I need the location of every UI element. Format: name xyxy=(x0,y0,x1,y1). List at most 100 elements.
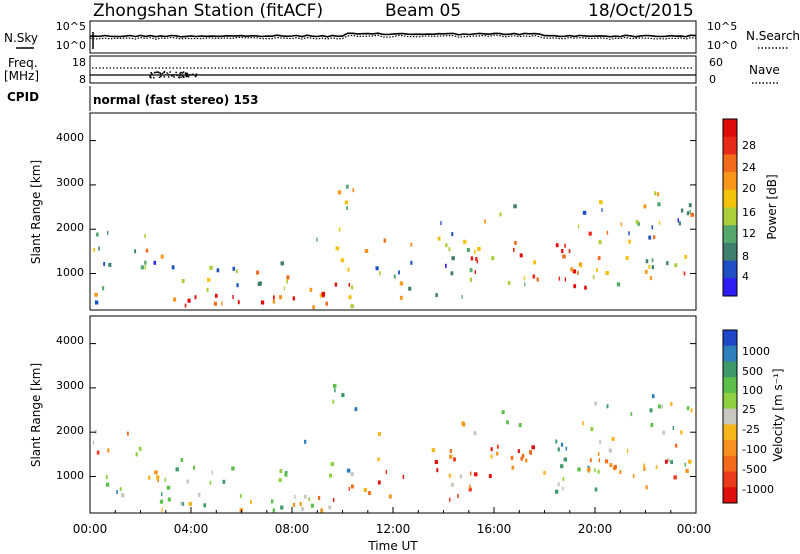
velocity-cell xyxy=(506,420,509,425)
power-cell xyxy=(437,236,441,241)
velocity-cell xyxy=(284,472,288,477)
power-cell xyxy=(605,271,609,275)
power-cell xyxy=(236,283,239,288)
power-cell xyxy=(686,211,689,216)
vel-cbar-tick-1000: 1000 xyxy=(742,345,770,358)
nsky-left-label: N.Sky xyxy=(4,31,38,45)
power-cell xyxy=(144,265,146,270)
nave-dip-point xyxy=(182,71,185,73)
vel-cbar-tick-neg100: -100 xyxy=(742,443,767,456)
power-cell xyxy=(448,247,451,252)
power-cell xyxy=(684,255,687,259)
nave-dip-point xyxy=(157,71,160,74)
velocity-cell xyxy=(673,475,677,480)
nave-dip-point xyxy=(186,73,188,75)
colorbar-segment xyxy=(723,471,737,488)
velocity-cell xyxy=(164,477,166,482)
power-cell xyxy=(616,282,621,287)
power-cell xyxy=(410,260,413,265)
velocity-cell xyxy=(96,450,100,455)
power-cell xyxy=(337,190,342,195)
freq-left-label-line2: [MHz] xyxy=(4,69,39,83)
power-cell xyxy=(536,277,539,282)
xtick-label-0800: 08:00 xyxy=(275,522,310,536)
power-cell xyxy=(153,260,156,265)
velocity-cell xyxy=(377,457,380,462)
velocity-cell xyxy=(555,489,559,494)
power-cell xyxy=(344,200,349,205)
power-cell xyxy=(171,265,174,270)
power-cell xyxy=(643,204,647,209)
nsky-panel: N.Sky 10^5 10^0 10^5 10^0 N.Search xyxy=(4,20,800,54)
power-cell xyxy=(451,232,454,237)
nave-dip-point xyxy=(195,74,197,77)
power-cell xyxy=(678,221,681,226)
nave-dip-point xyxy=(158,76,161,78)
velocity-cell xyxy=(292,502,296,507)
power-cell xyxy=(280,261,284,266)
velocity-cell xyxy=(520,456,523,461)
colorbar-segment xyxy=(723,345,737,362)
nsearch-dotted-trace xyxy=(89,34,697,40)
power-cell xyxy=(256,270,259,275)
velocity-cell xyxy=(473,431,477,436)
velocity-cell xyxy=(320,508,323,513)
velocity-cell xyxy=(350,472,354,477)
power-ytick-label-4000: 4000 xyxy=(56,131,84,144)
velocity-cell xyxy=(341,393,345,398)
nave-dip-point xyxy=(175,71,177,74)
vel-cbar-tick-25: 25 xyxy=(742,403,756,416)
velocity-cell xyxy=(156,475,160,480)
velocity-cell xyxy=(126,431,129,436)
colorbar-segment xyxy=(723,278,737,297)
power-cell xyxy=(334,282,338,287)
nave-dip-point xyxy=(150,72,152,74)
power-cell xyxy=(207,277,211,282)
cpid-label: CPID xyxy=(7,90,39,104)
nave-dip-point xyxy=(171,74,173,76)
velocity-cell xyxy=(490,447,493,452)
power-cell xyxy=(181,279,185,283)
freq-frame xyxy=(89,55,697,84)
power-cell xyxy=(209,265,213,270)
power-cell xyxy=(351,285,354,290)
power-colorbar-frame xyxy=(722,118,738,297)
power-cell xyxy=(683,271,686,276)
velocity-cell xyxy=(182,501,185,506)
power-cell xyxy=(144,234,146,238)
nave-dip-point xyxy=(163,76,166,78)
power-cell xyxy=(463,239,467,244)
power-cell xyxy=(98,246,100,251)
velocity-cell xyxy=(529,450,532,455)
nave-dip-point xyxy=(181,75,184,77)
power-cell xyxy=(564,277,566,282)
velocity-cell xyxy=(278,478,282,483)
power-cell xyxy=(350,304,354,309)
power-cell xyxy=(601,208,603,213)
power-cell xyxy=(340,258,345,263)
power-cell xyxy=(597,256,601,261)
velocity-cell xyxy=(231,466,235,471)
power-colorbar xyxy=(723,119,737,297)
power-cell xyxy=(347,267,350,272)
power-cell xyxy=(466,248,470,252)
power-cell xyxy=(649,276,652,281)
nave-dip-point xyxy=(157,71,159,73)
velocity-cell xyxy=(605,459,609,464)
velocity-cell xyxy=(645,485,648,490)
power-cell xyxy=(451,256,455,261)
velocity-cell xyxy=(449,454,453,459)
power-cell xyxy=(657,192,660,197)
colorbar-segment xyxy=(723,392,737,410)
power-cell xyxy=(144,260,147,265)
power-cell xyxy=(674,263,678,268)
nsky-solid-trace xyxy=(90,32,697,38)
velocity-ytick-label-1000: 1000 xyxy=(56,469,84,482)
velocity-cell xyxy=(543,470,546,475)
velocity-cell xyxy=(453,457,456,462)
power-cell xyxy=(232,266,235,271)
power-cell xyxy=(680,208,684,213)
nave-dip-point xyxy=(173,74,175,76)
power-cell xyxy=(568,249,571,254)
